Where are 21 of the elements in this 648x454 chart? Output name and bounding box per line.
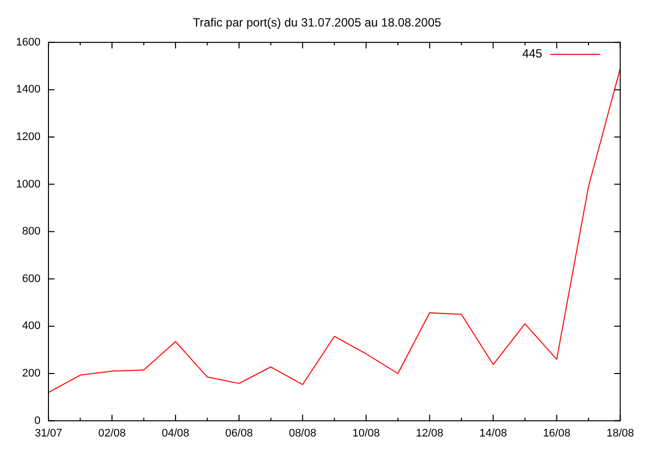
y-tick-label: 1600 xyxy=(16,36,40,48)
y-tick-label: 1000 xyxy=(16,178,40,190)
y-tick-label: 1400 xyxy=(16,84,40,96)
x-tick-label: 12/08 xyxy=(416,427,444,440)
y-tick-label: 0 xyxy=(34,414,40,427)
y-tick-label: 400 xyxy=(22,320,40,332)
x-tick-label: 14/08 xyxy=(479,427,507,440)
x-tick-label: 08/08 xyxy=(288,427,316,440)
y-tick-label: 800 xyxy=(22,226,40,238)
x-tick-label: 10/08 xyxy=(352,427,380,440)
x-tick-label: 02/08 xyxy=(98,427,126,440)
y-tick-label: 200 xyxy=(22,368,40,380)
x-tick-label: 18/08 xyxy=(606,427,634,440)
legend-label: 445 xyxy=(522,46,543,61)
x-tick-label: 04/08 xyxy=(162,427,190,440)
y-tick-label: 600 xyxy=(22,272,40,285)
y-tick-label: 1200 xyxy=(16,131,40,144)
x-tick-label: 16/08 xyxy=(542,427,570,440)
chart-title: Trafic par port(s) du 31.07.2005 au 18.08.2005 xyxy=(192,16,442,30)
x-tick-label: 31/07 xyxy=(34,427,62,440)
x-tick-label: 06/08 xyxy=(225,427,253,440)
